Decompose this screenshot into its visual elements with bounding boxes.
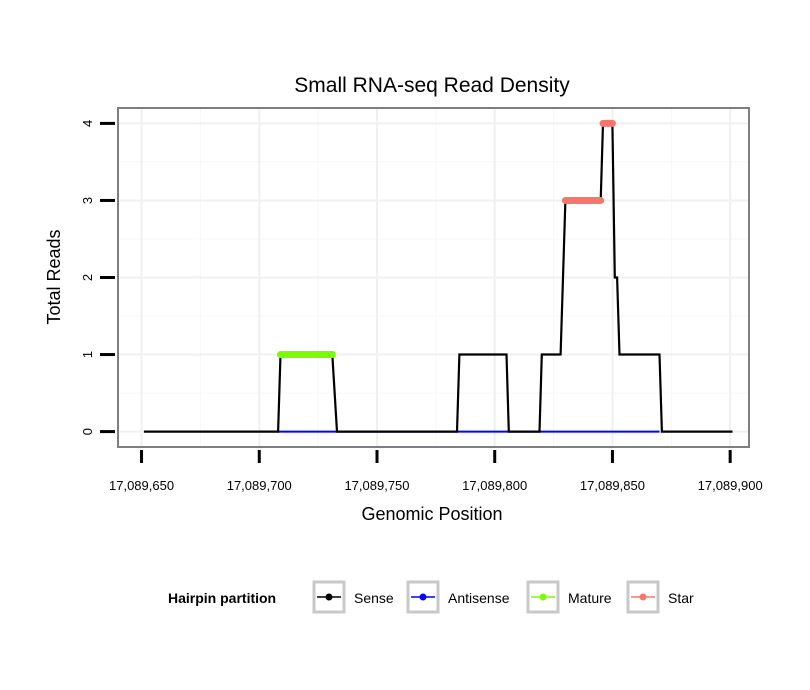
series-layer — [143, 119, 733, 433]
series-sense-line — [143, 122, 733, 433]
x-axis: 17,089,650 17,089,700 17,089,750 17,089,800… — [109, 450, 763, 493]
x-tick-label: 17,089,650 — [109, 478, 174, 493]
x-tick-label: 17,089,900 — [698, 478, 763, 493]
legend-item-mature: Mature — [526, 580, 612, 614]
y-tick-label: 0 — [80, 428, 95, 435]
legend-item-star: Star — [626, 580, 694, 614]
legend-key-point-sense — [325, 593, 333, 601]
legend-label-star: Star — [668, 590, 694, 606]
y-tick-label: 1 — [80, 351, 95, 358]
y-tick-label: 4 — [80, 120, 95, 127]
legend-label-sense: Sense — [354, 590, 394, 606]
legend-item-sense: Sense — [312, 580, 394, 614]
legend-key-point-mature — [539, 593, 547, 601]
y-axis: 0 1 2 3 4 — [80, 120, 115, 435]
y-tick-label: 2 — [80, 274, 95, 281]
x-tick-label: 17,089,700 — [227, 478, 292, 493]
x-tick-label: 17,089,800 — [462, 478, 527, 493]
y-axis-title: Total Reads — [44, 229, 64, 324]
x-tick-label: 17,089,750 — [344, 478, 409, 493]
grid — [118, 108, 749, 447]
legend-key-point-antisense — [419, 593, 427, 601]
legend-label-mature: Mature — [568, 590, 612, 606]
x-axis-title: Genomic Position — [361, 504, 502, 524]
legend-title: Hairpin partition — [168, 590, 276, 606]
chart-title: Small RNA-seq Read Density — [294, 74, 570, 97]
plot-panel-border — [117, 107, 750, 448]
x-tick-label: 17,089,850 — [580, 478, 645, 493]
y-tick-label: 3 — [80, 197, 95, 204]
legend-label-antisense: Antisense — [448, 590, 510, 606]
legend-item-antisense: Antisense — [406, 580, 510, 614]
legend: Hairpin partition Sense Antisense Mature… — [168, 580, 694, 614]
legend-key-point-star — [639, 593, 647, 601]
